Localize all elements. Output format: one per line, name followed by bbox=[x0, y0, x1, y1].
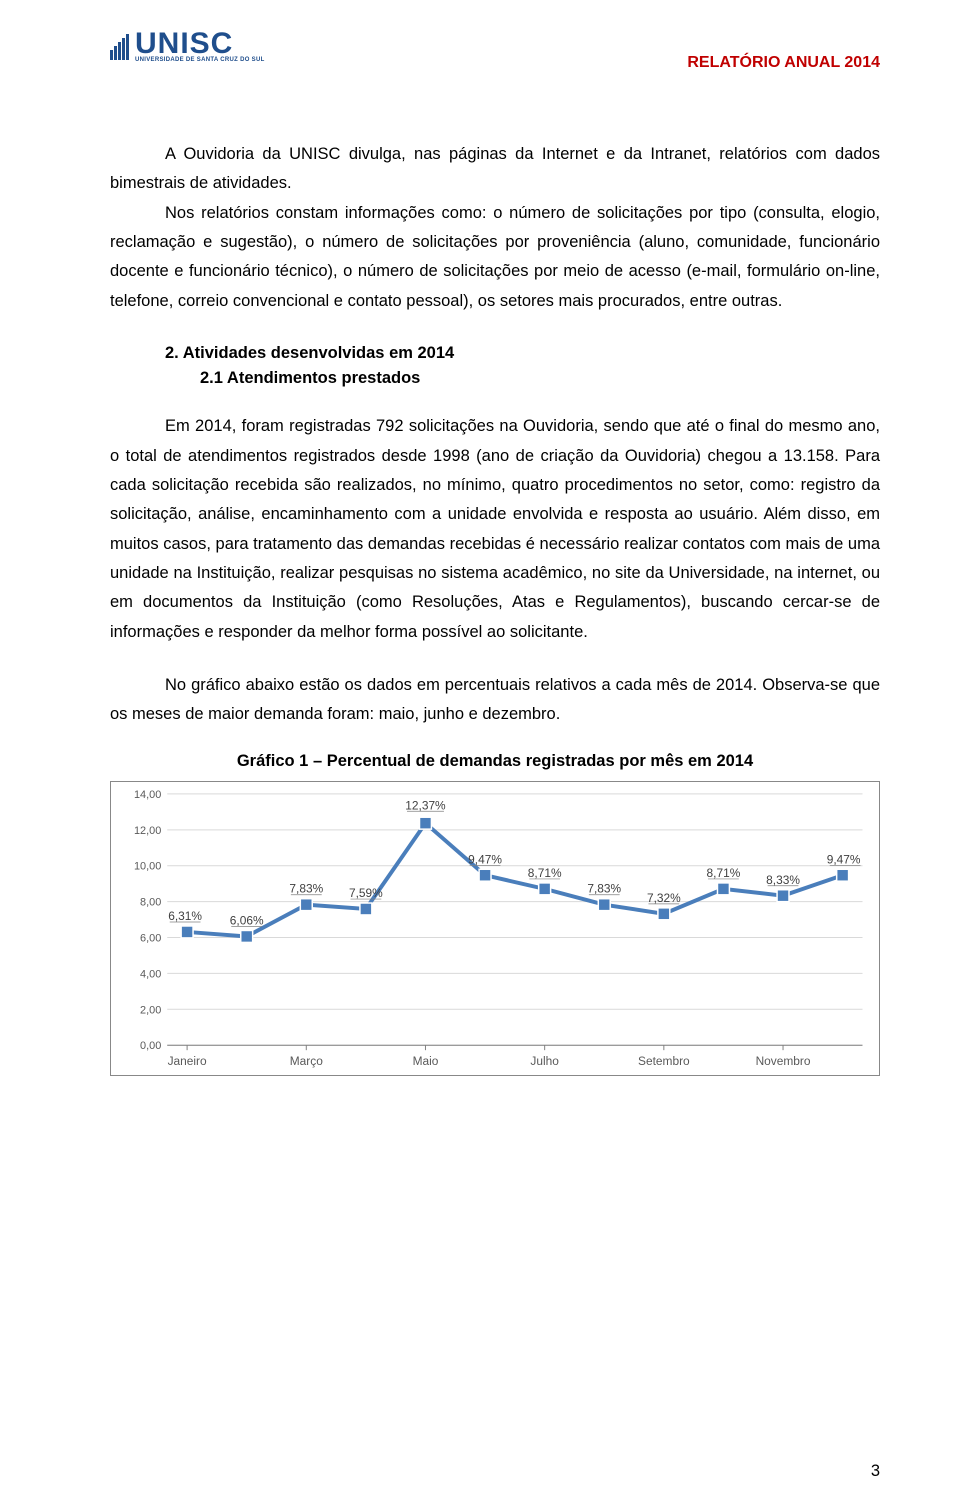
report-title: RELATÓRIO ANUAL 2014 bbox=[687, 54, 880, 72]
page-number: 3 bbox=[871, 1462, 880, 1481]
page-header: UNISC UNIVERSIDADE DE SANTA CRUZ DO SUL … bbox=[110, 30, 880, 100]
svg-text:Janeiro: Janeiro bbox=[168, 1054, 207, 1068]
svg-text:6,06%: 6,06% bbox=[230, 913, 264, 927]
svg-text:2,00: 2,00 bbox=[140, 1004, 161, 1016]
paragraph-grafico-intro: No gráfico abaixo estão os dados em perc… bbox=[110, 671, 880, 730]
svg-text:8,33%: 8,33% bbox=[766, 873, 800, 887]
paragraph-intro-2: Nos relatórios constam informações como:… bbox=[110, 199, 880, 316]
svg-text:10,00: 10,00 bbox=[134, 860, 161, 872]
svg-text:6,31%: 6,31% bbox=[168, 909, 202, 923]
svg-text:7,32%: 7,32% bbox=[647, 891, 681, 905]
section-2-heading: 2. Atividades desenvolvidas em 2014 bbox=[110, 344, 880, 363]
line-chart-svg: 0,00 2,00 4,00 6,00 8,00 10,00 12,00 14,00 6,31%… bbox=[111, 782, 879, 1075]
svg-text:4,00: 4,00 bbox=[140, 968, 161, 980]
svg-text:8,00: 8,00 bbox=[140, 896, 161, 908]
svg-text:0,00: 0,00 bbox=[140, 1040, 161, 1052]
paragraph-intro-1: A Ouvidoria da UNISC divulga, nas página… bbox=[110, 140, 880, 199]
svg-text:7,83%: 7,83% bbox=[289, 881, 323, 895]
svg-text:9,47%: 9,47% bbox=[468, 852, 502, 866]
svg-text:14,00: 14,00 bbox=[134, 789, 161, 801]
logo-sub-text: UNIVERSIDADE DE SANTA CRUZ DO SUL bbox=[135, 57, 265, 63]
logo-main-text: UNISC bbox=[135, 30, 265, 57]
svg-text:Março: Março bbox=[290, 1054, 323, 1068]
paragraph-atendimentos: Em 2014, foram registradas 792 solicitaç… bbox=[110, 412, 880, 647]
svg-text:6,00: 6,00 bbox=[140, 932, 161, 944]
document-content: A Ouvidoria da UNISC divulga, nas página… bbox=[110, 140, 880, 1076]
svg-text:12,37%: 12,37% bbox=[405, 798, 446, 812]
svg-text:Novembro: Novembro bbox=[756, 1054, 811, 1068]
svg-text:7,83%: 7,83% bbox=[587, 881, 621, 895]
svg-text:8,71%: 8,71% bbox=[528, 866, 562, 880]
unisc-logo: UNISC UNIVERSIDADE DE SANTA CRUZ DO SUL bbox=[110, 30, 265, 63]
svg-text:9,47%: 9,47% bbox=[827, 852, 861, 866]
svg-text:Setembro: Setembro bbox=[638, 1054, 690, 1068]
chart-1-percentual-demandas: 0,00 2,00 4,00 6,00 8,00 10,00 12,00 14,00 6,31%… bbox=[110, 781, 880, 1076]
section-2-1-heading: 2.1 Atendimentos prestados bbox=[110, 369, 880, 388]
chart-title: Gráfico 1 – Percentual de demandas regis… bbox=[110, 752, 880, 771]
svg-text:Julho: Julho bbox=[530, 1054, 559, 1068]
svg-text:7,59%: 7,59% bbox=[349, 886, 383, 900]
svg-text:12,00: 12,00 bbox=[134, 825, 161, 837]
svg-text:8,71%: 8,71% bbox=[707, 866, 741, 880]
logo-bars-icon bbox=[110, 34, 129, 60]
svg-text:Maio: Maio bbox=[413, 1054, 439, 1068]
